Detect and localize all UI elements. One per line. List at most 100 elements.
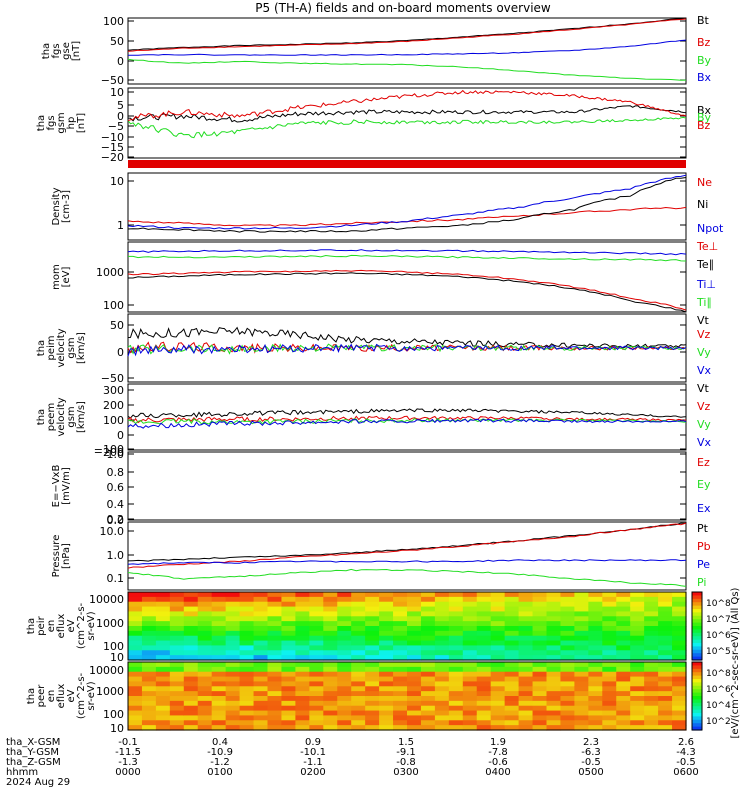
colorbar-cell	[692, 682, 702, 687]
heatmap-cell	[337, 671, 352, 678]
heatmap-cell	[253, 601, 269, 608]
heatmap-cell	[504, 611, 520, 617]
heatmap-cell	[448, 640, 464, 647]
heatmap-cell	[644, 676, 659, 683]
heatmap-cell	[309, 592, 324, 598]
heatmap-cell	[323, 710, 338, 717]
heatmap-cell	[211, 611, 227, 617]
heatmap-cell	[504, 621, 520, 627]
heatmap-cell	[211, 720, 227, 726]
plot-title: P5 (TH-A) fields and on-board moments ov…	[255, 1, 551, 15]
legend-Bx: Bx	[697, 104, 712, 117]
heatmap-cell	[225, 621, 241, 627]
heatmap-cell	[337, 655, 352, 661]
heatmap-cell	[546, 635, 562, 642]
xaxis-row-label: tha_Y-GSM	[6, 747, 59, 758]
heatmap-cell	[448, 671, 464, 678]
heatmap-cell	[407, 710, 422, 717]
y-tick-label: 10000	[89, 664, 124, 677]
y-tick-label: 1000	[96, 685, 124, 698]
heatmap-cell	[253, 640, 269, 647]
heatmap-cell	[197, 621, 213, 627]
heatmap-cell	[518, 725, 534, 731]
y-tick-label: 50	[110, 319, 124, 332]
heatmap-cell	[672, 671, 687, 678]
heatmap-cell	[253, 655, 269, 661]
legend-Pb: Pb	[697, 540, 711, 553]
series-line-Vx	[127, 418, 687, 429]
ylabel-line: peir	[36, 615, 47, 635]
heatmap-cell	[574, 725, 589, 731]
ylabel-line: en	[46, 620, 57, 633]
heatmap-cell	[532, 592, 548, 598]
heatmap-cell	[560, 676, 575, 683]
heatmap-cell	[420, 676, 436, 683]
heatmap-cell	[393, 640, 408, 647]
heatmap-cell	[155, 626, 171, 632]
heatmap-cell	[267, 671, 283, 678]
ylabel-line: peem	[46, 403, 57, 431]
heatmap-cell	[351, 606, 366, 613]
heatmap-cell	[490, 655, 506, 661]
heatmap-cell	[476, 705, 492, 712]
heatmap-cell	[351, 655, 366, 661]
heatmap-cell	[616, 626, 631, 632]
heatmap-cell	[295, 681, 310, 687]
heatmap-cell	[281, 725, 296, 731]
y-tick-label: −50	[101, 372, 124, 385]
heatmap-cell	[379, 650, 394, 656]
heatmap-cell	[169, 616, 185, 622]
heatmap-cell	[434, 645, 450, 651]
heatmap-cell	[351, 710, 366, 717]
heatmap-cell	[169, 611, 185, 617]
legend-Vz: Vz	[697, 400, 711, 413]
heatmap-cell	[476, 676, 492, 683]
heatmap-cell	[546, 671, 562, 678]
heatmap-cell	[407, 616, 422, 622]
heatmap-cell	[379, 640, 394, 647]
heatmap-cell	[169, 635, 185, 642]
heatmap-cell	[616, 592, 631, 598]
heatmap-cell	[267, 681, 283, 687]
heatmap-cell	[546, 640, 562, 647]
heatmap-cell	[672, 710, 687, 717]
heatmap-cell	[379, 662, 394, 668]
heatmap-cell	[253, 715, 269, 721]
colorbar-cell	[692, 619, 702, 624]
heatmap-cell	[462, 681, 478, 687]
heatmap-cell	[546, 715, 562, 721]
heatmap-cell	[504, 635, 520, 642]
heatmap-cell	[504, 715, 520, 721]
heatmap-cell	[267, 725, 283, 731]
heatmap-cell	[504, 681, 520, 687]
heatmap-cell	[393, 601, 408, 608]
heatmap-cell	[532, 635, 548, 642]
heatmap-cell	[155, 705, 171, 712]
heatmap-cell	[281, 635, 296, 642]
heatmap-cell	[407, 596, 422, 603]
heatmap-cell	[183, 671, 199, 678]
heatmap-cell	[574, 705, 589, 712]
heatmap-cell	[490, 676, 506, 683]
heatmap-cell	[183, 630, 199, 637]
heatmap-cell	[560, 601, 575, 608]
heatmap-cell	[504, 666, 520, 673]
ylabel-line: fgs	[51, 43, 62, 58]
heatmap-cell	[476, 611, 492, 617]
heatmap-cell	[295, 611, 310, 617]
colorbar-cell	[692, 639, 702, 644]
heatmap-cell	[658, 666, 673, 673]
heatmap-cell	[225, 601, 241, 608]
y-tick-label: 100	[103, 15, 124, 28]
heatmap-cell	[616, 601, 631, 608]
heatmap-cell	[393, 671, 408, 678]
ylabel-line: [nPa]	[61, 543, 72, 569]
heatmap-cell	[448, 630, 464, 637]
heatmap-cell	[546, 725, 562, 731]
heatmap-cell	[141, 650, 157, 656]
heatmap-cell	[462, 705, 478, 712]
colorbar-cell	[692, 726, 702, 731]
heatmap-cell	[490, 686, 506, 692]
ylabel-line: tha	[36, 409, 47, 425]
heatmap-cell	[644, 592, 659, 598]
